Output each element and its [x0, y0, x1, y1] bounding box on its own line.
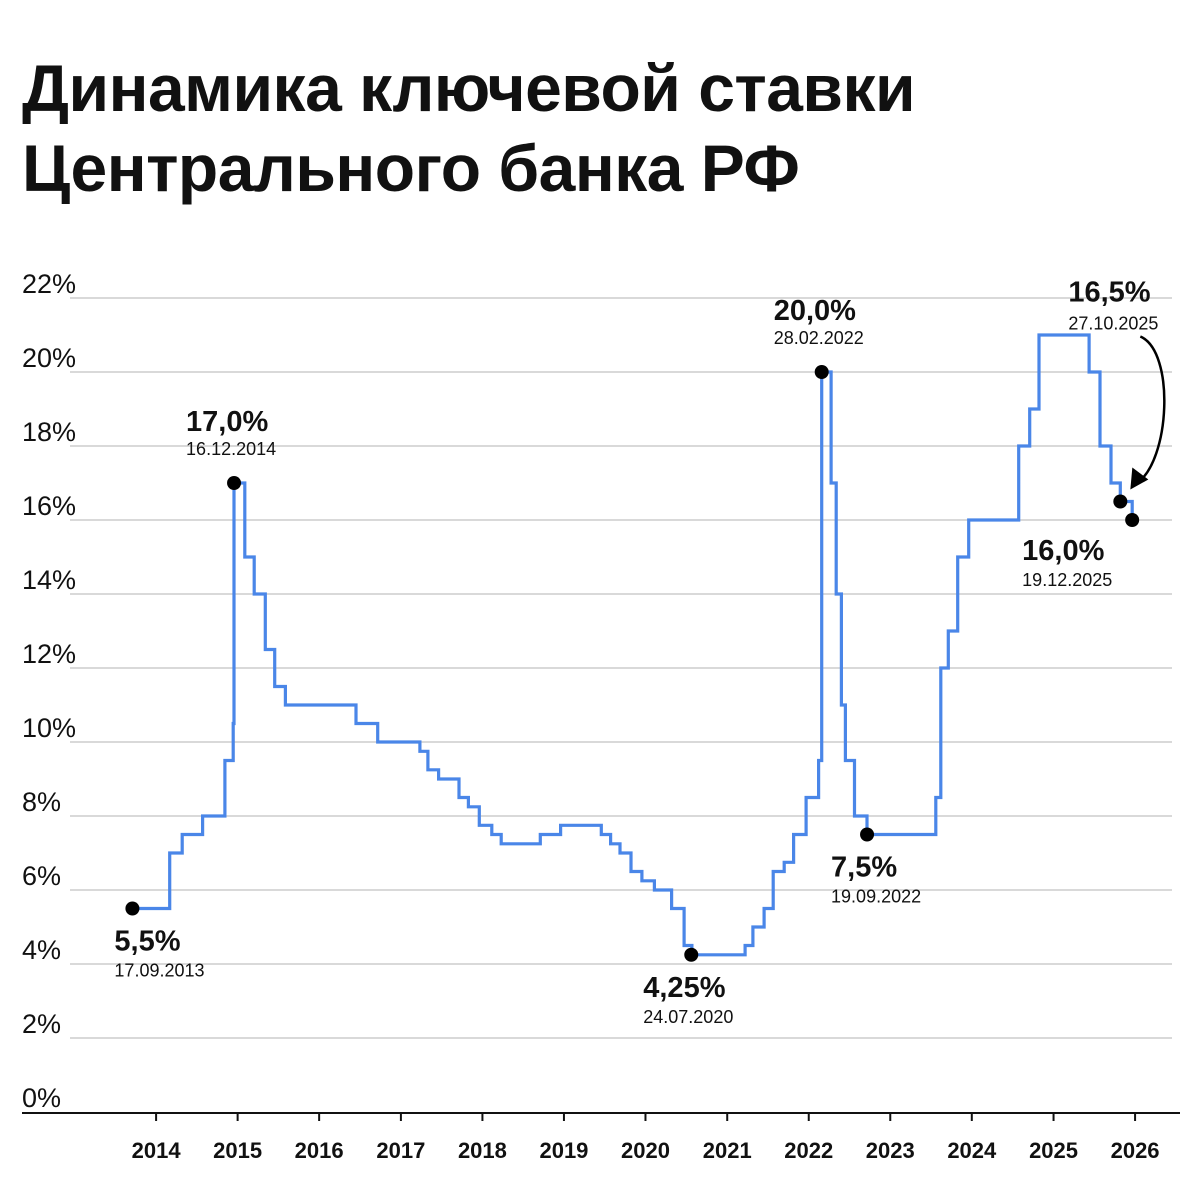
x-tick-label-2015: 2015: [213, 1138, 262, 1163]
y-axis-ticks: 0% 2% 4% 6% 8% 10% 12% 14% 16% 18% 20% 22%: [22, 269, 76, 1113]
annotation-value-5: 16,5%: [1068, 277, 1150, 309]
chart-title-line-1: Динамика ключевой ставки: [22, 51, 916, 125]
x-tick-label-2018: 2018: [458, 1138, 507, 1163]
annotation-date-5: 27.10.2025: [1068, 314, 1158, 334]
marker-3: [814, 365, 829, 379]
annotation-value-3: 20,0%: [774, 295, 856, 327]
y-tick-label-18: 18%: [22, 417, 76, 447]
x-axis: 2014 2015 2016 2017 2018 2019 2020 2021 2022 2023…: [22, 1112, 1180, 1163]
annotation-value-4: 7,5%: [831, 852, 897, 884]
annotation-date-3: 28.02.2022: [774, 328, 864, 348]
annotation-date-6: 19.12.2025: [1022, 570, 1112, 590]
annotation-arrow: [1135, 335, 1166, 485]
x-tick-label-2025: 2025: [1029, 1138, 1078, 1163]
annotations: 5,5% 17.09.2013 17,0%16.12.2014 4,25% 24.07.…: [114, 277, 1166, 1027]
y-tick-label-16: 16%: [22, 491, 76, 521]
marker-4: [860, 827, 875, 842]
marker-5: [1113, 494, 1128, 509]
annotation-arrowhead: [1130, 467, 1149, 490]
series: [132, 333, 1135, 957]
x-tick-label-2021: 2021: [703, 1138, 752, 1163]
marker-2: [684, 947, 699, 962]
y-tick-label-12: 12%: [22, 639, 76, 669]
x-tick-label-2014: 2014: [132, 1138, 182, 1163]
x-tick-label-2023: 2023: [866, 1138, 915, 1163]
chart-title: Динамика ключевой ставки Центрального ба…: [22, 48, 1172, 208]
annotation-date-4: 19.09.2022: [831, 887, 921, 907]
annotation-date-1: 16.12.2014: [186, 439, 276, 459]
marker-6: [1125, 513, 1140, 527]
rate-line: [132, 333, 1135, 957]
annotation-date-0: 17.09.2013: [114, 961, 204, 981]
annotation-value-6: 16,0%: [1022, 535, 1104, 567]
x-tick-label-2022: 2022: [784, 1138, 833, 1163]
x-tick-label-2019: 2019: [539, 1138, 588, 1163]
annotation-value-0: 5,5%: [114, 926, 180, 958]
y-tick-label-4: 4%: [22, 935, 61, 965]
x-tick-label-2017: 2017: [376, 1138, 425, 1163]
annotation-date-2: 24.07.2020: [643, 1007, 733, 1027]
annotation-value-2: 4,25%: [643, 972, 725, 1004]
y-tick-label-20: 20%: [22, 343, 76, 373]
y-tick-label-8: 8%: [22, 787, 61, 817]
x-tick-label-2026: 2026: [1111, 1138, 1160, 1163]
y-tick-label-0: 0%: [22, 1083, 61, 1113]
chart-title-line-2: Центрального банка РФ: [22, 131, 800, 205]
annotation-value-1: 17,0%: [186, 406, 268, 438]
x-tick-label-2020: 2020: [621, 1138, 670, 1163]
y-tick-label-14: 14%: [22, 565, 76, 595]
marker-0: [125, 901, 140, 916]
marker-1: [227, 476, 242, 490]
y-tick-label-6: 6%: [22, 861, 61, 891]
y-tick-label-2: 2%: [22, 1009, 61, 1039]
y-tick-label-10: 10%: [22, 713, 76, 743]
x-tick-label-2016: 2016: [295, 1138, 344, 1163]
y-tick-label-22: 22%: [22, 269, 76, 299]
x-tick-label-2024: 2024: [947, 1138, 997, 1163]
